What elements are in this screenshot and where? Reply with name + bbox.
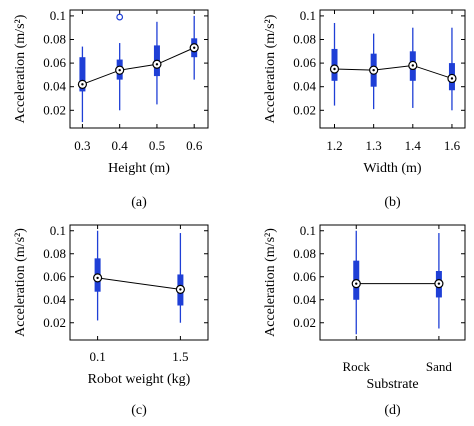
panel-b-ytick-label: 0.06 [293,55,316,70]
panel-a-median-center [81,83,84,86]
panel-b-xtick-label: 1.3 [366,138,382,153]
panel-c-ytick-label: 0.08 [43,246,66,261]
panel-b-ytick-label: 0.04 [293,79,316,94]
panel-a-x-axis-label: Height (m) [108,161,170,176]
panel-d-median-center [355,282,358,285]
panel-a-plot-frame [69,9,209,129]
panel-d-panel-label: (d) [384,403,401,418]
panel-a-xtick-label: 0.6 [186,138,203,153]
panel-b-xtick-label: 1.4 [405,138,422,153]
panel-a-ytick-label: 0.1 [50,8,66,23]
panel-b-median-center [411,64,414,67]
panel-c-panel-label: (c) [131,403,147,418]
panel-a-y-axis-label: Acceleration (m/s²) [13,14,28,123]
panel-c-plot-frame [69,224,209,341]
panel-a-median-center [193,46,196,49]
panel-c-x-axis-label: Robot weight (kg) [88,372,191,387]
panel-a-outlier-point [116,13,124,21]
panel-a-xtick-label: 0.5 [149,138,165,153]
panel-b-panel-label: (b) [384,195,401,210]
panel-c-ytick-label: 0.06 [43,269,66,284]
panel-c-ytick-label: 0.04 [43,292,66,307]
panel-a-median-center [155,63,159,66]
panel-a-xtick-label: 0.4 [112,138,129,153]
panel-b-median-center [333,67,336,71]
panel-d-median-center [437,282,441,285]
panel-b-ytick-label: 0.02 [293,102,316,117]
panel-a-xtick-label: 0.3 [74,138,90,153]
panel-b-median-center [450,77,454,80]
panel-a-panel-label: (a) [131,195,147,210]
panel-b-median-line [334,64,453,79]
panel-c-xtick-label: 0.1 [89,349,105,364]
panel-c-y-axis-label: Acceleration (m/s²) [13,228,28,337]
panel-c-median-center [96,276,99,280]
panel-a-ytick-label: 0.04 [43,79,66,94]
panel-d-x-axis-label: Substrate [366,377,418,392]
panel-a-median-line [82,47,195,85]
panel-b-ytick-label: 0.08 [293,32,316,47]
panel-d-ytick-label: 0.02 [293,315,316,330]
panel-c-median-center [179,288,182,291]
panel-b-xtick-label: 1.6 [444,138,461,153]
panel-c-ytick-label: 0.02 [43,315,66,330]
panel-d-y-axis-label: Acceleration (m/s²) [263,228,278,337]
panel-c-median-line [97,277,181,290]
panel-b-ytick-label: 0.1 [300,8,316,23]
panel-d-xtick-label: Rock [343,359,371,374]
panel-b-median-center [372,68,375,72]
panel-d-ytick-label: 0.1 [300,223,316,238]
panel-d-ytick-label: 0.04 [293,292,316,307]
panel-a-ytick-label: 0.08 [43,32,66,47]
panel-b-x-axis-label: Width (m) [363,161,421,176]
panel-c-xtick-label: 1.5 [172,349,188,364]
panel-b-xtick-label: 1.2 [326,138,342,153]
panel-d-ytick-label: 0.08 [293,246,316,261]
panel-b-y-axis-label: Acceleration (m/s²) [263,14,278,123]
panel-d-xtick-label: Sand [426,359,453,374]
panel-a-median-center [118,68,121,72]
panel-a-box [79,57,86,92]
panel-a-ytick-label: 0.06 [43,55,66,70]
panel-a-ytick-label: 0.02 [43,102,66,117]
panel-c-ytick-label: 0.1 [50,223,66,238]
panel-d-ytick-label: 0.06 [293,269,316,284]
